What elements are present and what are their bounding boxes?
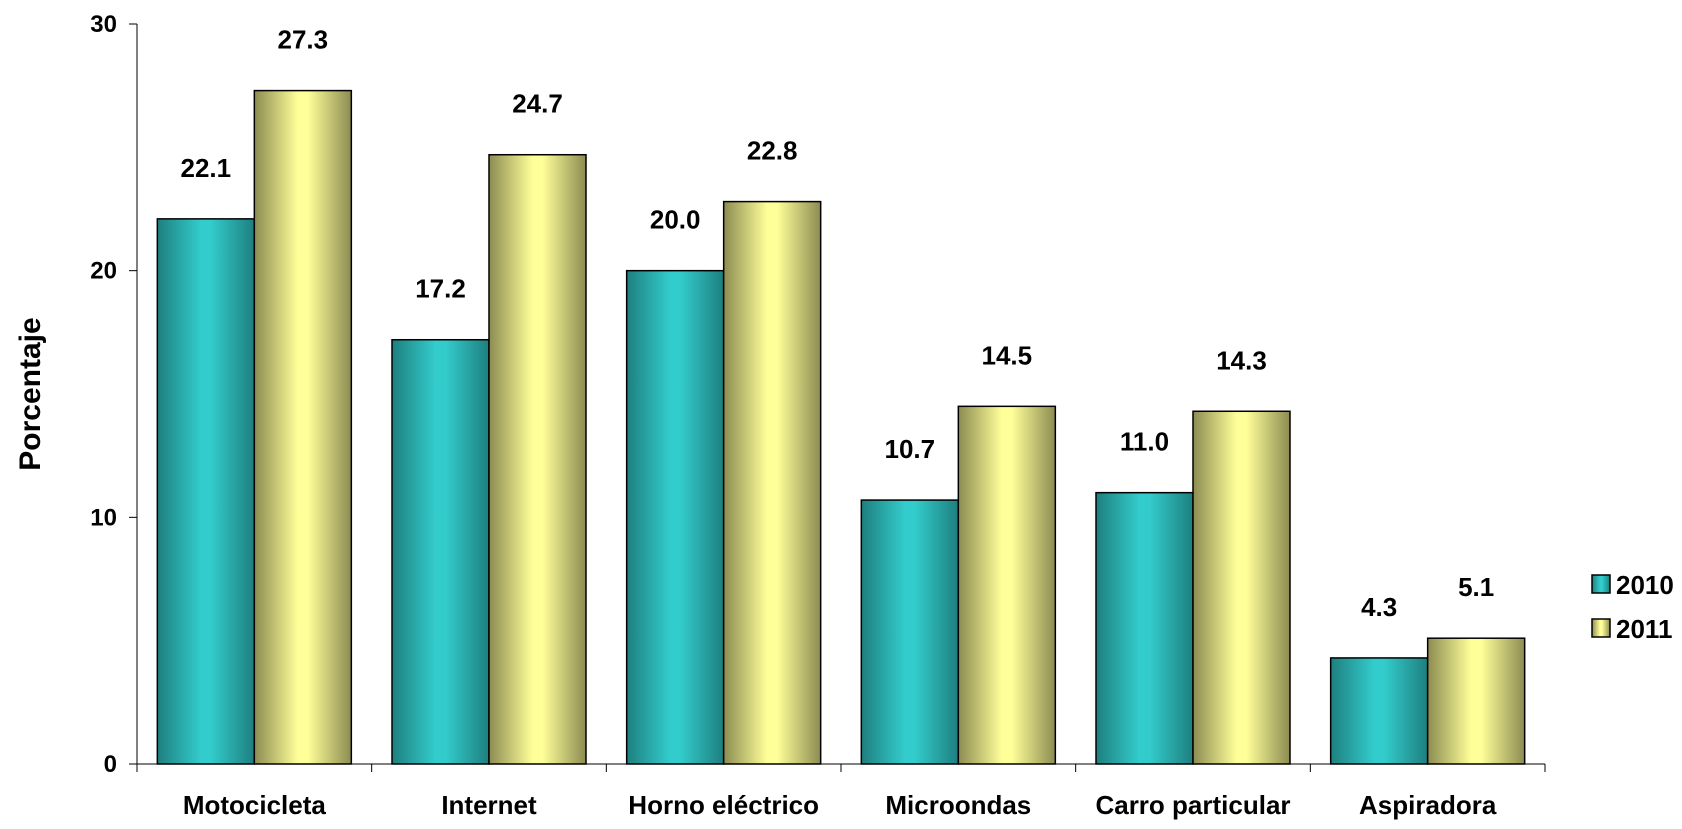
legend-label: 2011: [1616, 614, 1672, 644]
y-tick-label: 10: [90, 504, 117, 531]
data-label: 10.7: [885, 434, 936, 464]
x-tick-label: Aspiradora: [1359, 790, 1497, 820]
data-labels: 22.1 17.2 20.0 10.7 11.0 4.3 27.3 24.7 22.8 14.5 1…: [181, 25, 1495, 622]
y-axis-label: Porcentaje: [14, 317, 47, 470]
bar-2011: [253, 89, 353, 765]
bar-2011: [722, 200, 822, 765]
x-tick-label: Horno eléctrico: [628, 790, 819, 820]
data-label: 14.3: [1216, 345, 1267, 375]
bar-2010: [156, 218, 256, 765]
x-tick-label: Microondas: [885, 790, 1031, 820]
bar-2010: [1095, 491, 1194, 765]
bar-2010: [860, 499, 960, 765]
data-label: 4.3: [1361, 592, 1397, 622]
data-label: 17.2: [415, 274, 466, 304]
data-label: 11.0: [1120, 427, 1169, 457]
data-label: 14.5: [982, 340, 1033, 370]
x-tick-label: Internet: [441, 790, 537, 820]
bars: [156, 89, 1526, 765]
bar-2010: [625, 269, 725, 765]
bar-2011: [488, 153, 587, 765]
x-tick-label: Motocicleta: [183, 790, 327, 820]
legend-swatch-2010: [1591, 574, 1611, 594]
bar-2011: [1192, 410, 1291, 765]
x-tick-label: Carro particular: [1095, 790, 1290, 820]
legend-label: 2010: [1616, 570, 1674, 600]
data-label: 27.3: [278, 25, 329, 55]
data-label: 24.7: [512, 89, 563, 119]
bar-2011: [1426, 637, 1526, 765]
bar-2010: [1329, 657, 1429, 765]
bar-2010: [391, 338, 490, 765]
data-label: 22.1: [181, 153, 232, 183]
y-tick-label: 20: [90, 258, 117, 285]
legend-swatch-2011: [1591, 618, 1611, 638]
legend: 2010 2011: [1591, 570, 1674, 644]
y-tick-label: 30: [90, 11, 117, 38]
axes: 0 10 20 30 Porcentaje Motocicleta Internet Horn…: [14, 11, 1546, 820]
data-label: 20.0: [650, 205, 701, 235]
bar-2011: [957, 405, 1057, 765]
data-label: 5.1: [1458, 572, 1494, 602]
y-tick-label: 0: [104, 751, 117, 778]
data-label: 22.8: [747, 136, 798, 166]
